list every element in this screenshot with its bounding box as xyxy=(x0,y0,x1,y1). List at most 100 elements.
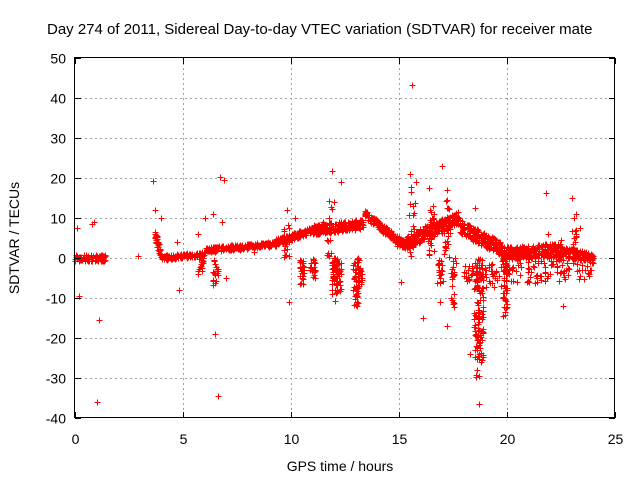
y-tick-label: 10 xyxy=(50,211,66,227)
outlier-point xyxy=(215,393,222,400)
data-point xyxy=(295,230,302,237)
data-point xyxy=(82,258,89,265)
data-point xyxy=(462,263,469,270)
outlier-point xyxy=(472,205,479,212)
outlier-point xyxy=(174,239,181,246)
y-tick-label: -20 xyxy=(46,331,66,347)
data-point xyxy=(534,272,541,279)
data-point xyxy=(408,189,415,196)
outlier-point xyxy=(176,287,183,294)
data-point xyxy=(95,258,102,265)
outlier-point xyxy=(444,323,451,330)
data-point xyxy=(426,251,433,258)
grid xyxy=(75,58,615,418)
data-point xyxy=(312,223,319,230)
data-point xyxy=(430,203,437,210)
data-point xyxy=(235,246,242,253)
outlier-point xyxy=(426,185,433,192)
data-point xyxy=(229,246,236,253)
outlier-point xyxy=(74,225,81,232)
data-point xyxy=(399,239,406,246)
outlier-point xyxy=(407,171,414,178)
outlier-point xyxy=(558,237,565,244)
data-point xyxy=(381,223,388,230)
data-point xyxy=(258,243,265,250)
data-point xyxy=(326,198,333,205)
outlier-point xyxy=(212,331,219,338)
data-point xyxy=(513,268,520,275)
data-point xyxy=(211,258,218,265)
data-point xyxy=(431,248,438,255)
data-point xyxy=(368,214,375,221)
outlier-point xyxy=(217,174,224,181)
data-point xyxy=(437,275,444,282)
data-points xyxy=(72,82,597,408)
outlier-point xyxy=(420,315,427,322)
outlier-point xyxy=(467,351,474,358)
data-point xyxy=(572,228,579,235)
data-point xyxy=(152,231,159,238)
data-point xyxy=(303,232,310,239)
data-point xyxy=(314,227,321,234)
data-point xyxy=(474,367,481,374)
data-point xyxy=(514,279,521,286)
y-tick-label: 40 xyxy=(50,91,66,107)
data-point xyxy=(581,276,588,283)
data-point xyxy=(346,223,353,230)
data-point xyxy=(577,273,584,280)
outlier-point xyxy=(545,231,552,238)
data-point xyxy=(221,246,228,253)
outlier-point xyxy=(223,275,230,282)
outlier-point xyxy=(560,303,567,310)
data-point xyxy=(311,226,318,233)
outlier-point xyxy=(292,215,299,222)
outlier-point xyxy=(94,399,101,406)
data-point xyxy=(556,278,563,285)
outlier-point xyxy=(219,219,226,226)
data-point xyxy=(360,224,367,231)
data-point xyxy=(358,217,365,224)
chart-title: Day 274 of 2011, Sidereal Day-to-day VTE… xyxy=(47,21,593,38)
y-tick-label: 30 xyxy=(50,131,66,147)
data-point xyxy=(335,229,342,236)
data-point xyxy=(349,219,356,226)
data-point xyxy=(385,227,392,234)
outlier-point xyxy=(152,207,159,214)
outlier-point xyxy=(195,231,202,238)
data-point xyxy=(347,224,354,231)
data-point xyxy=(214,244,221,251)
outlier-point xyxy=(413,179,420,186)
data-point xyxy=(372,219,379,226)
x-tick-label: 25 xyxy=(608,431,624,447)
outlier-point xyxy=(444,187,451,194)
data-point xyxy=(239,242,246,249)
data-point xyxy=(204,245,211,252)
y-tick-label: -10 xyxy=(46,291,66,307)
data-point xyxy=(286,225,293,232)
y-axis-label: SDTVAR / TECUs xyxy=(6,182,22,294)
outlier-point xyxy=(338,179,345,186)
x-tick-label: 5 xyxy=(180,431,188,447)
data-point xyxy=(247,242,254,249)
data-point xyxy=(483,284,490,291)
y-tick-label: 20 xyxy=(50,171,66,187)
data-point xyxy=(408,253,415,260)
data-point xyxy=(442,244,449,251)
data-point xyxy=(296,229,303,236)
data-point xyxy=(517,272,524,279)
data-point xyxy=(375,222,382,229)
data-point xyxy=(285,222,292,229)
data-point xyxy=(321,228,328,235)
data-point xyxy=(76,256,83,263)
data-point xyxy=(542,264,549,271)
data-point xyxy=(357,225,364,232)
x-tick-label: 15 xyxy=(392,431,408,447)
data-point xyxy=(339,223,346,230)
data-point xyxy=(332,298,339,305)
x-axis-label: GPS time / hours xyxy=(287,458,394,474)
outlier-point xyxy=(158,215,165,222)
x-tick-label: 10 xyxy=(284,431,300,447)
data-point xyxy=(213,245,220,252)
data-point xyxy=(187,254,194,261)
